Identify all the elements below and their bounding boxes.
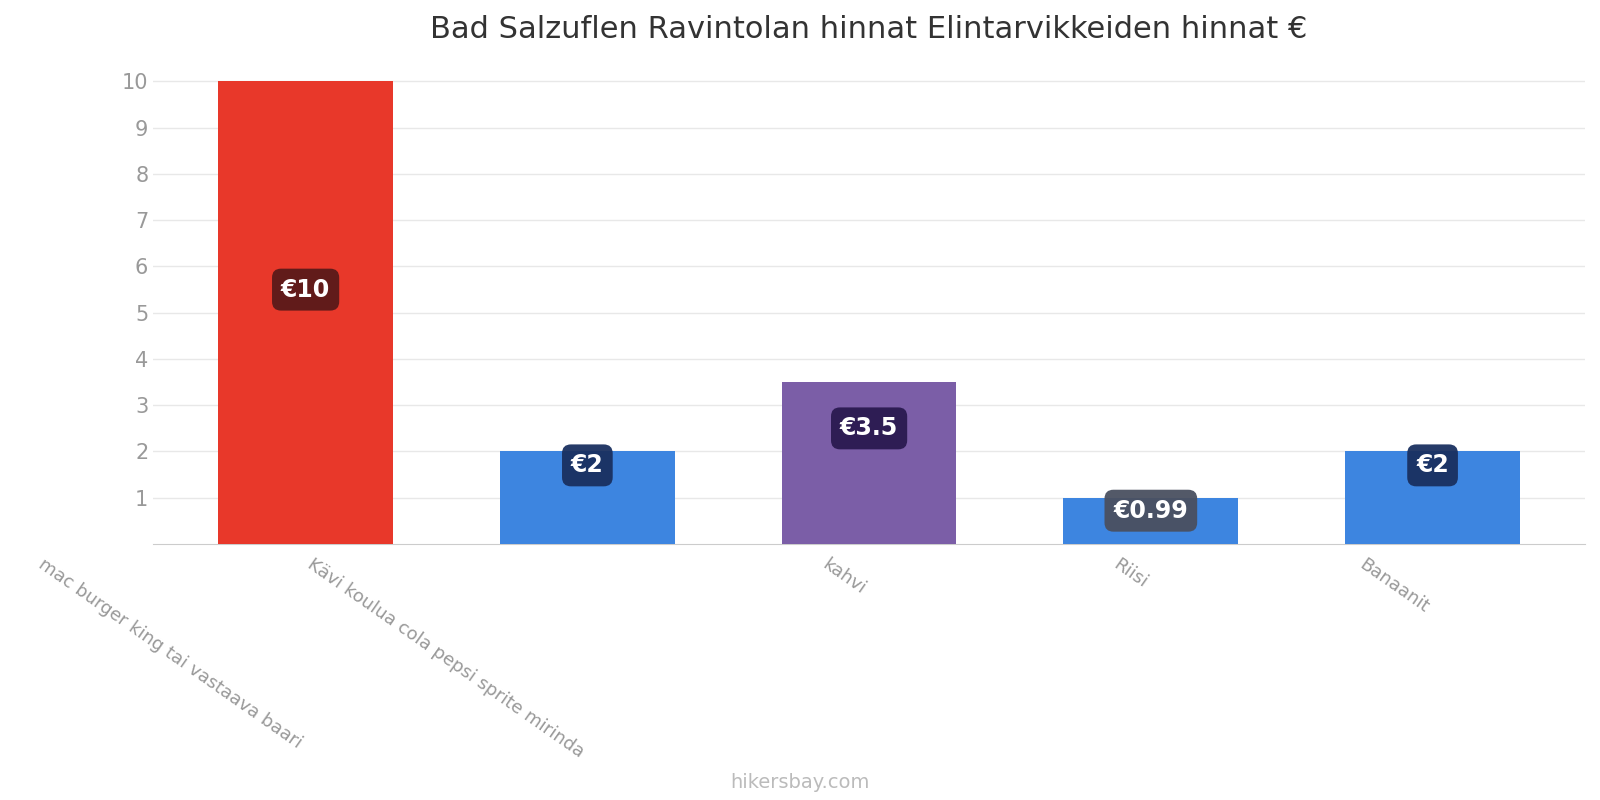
Bar <box>782 382 957 544</box>
Text: €3.5: €3.5 <box>840 416 898 440</box>
Text: €0.99: €0.99 <box>1114 498 1189 522</box>
Text: hikersbay.com: hikersbay.com <box>730 773 870 792</box>
Title: Bad Salzuflen Ravintolan hinnat Elintarvikkeiden hinnat €: Bad Salzuflen Ravintolan hinnat Elintarv… <box>430 15 1307 44</box>
Bar <box>501 451 675 544</box>
Text: €2: €2 <box>571 454 603 478</box>
Bar <box>1064 498 1238 544</box>
Text: €10: €10 <box>282 278 330 302</box>
Text: €2: €2 <box>1416 454 1450 478</box>
Bar <box>218 82 394 544</box>
Bar <box>1346 451 1520 544</box>
